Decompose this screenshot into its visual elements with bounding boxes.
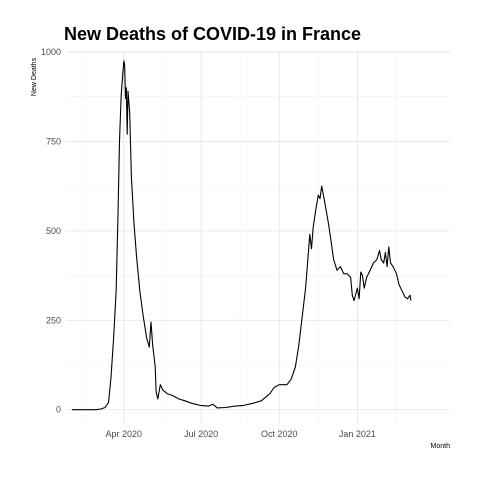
x-tick-label: Jan 2021	[339, 429, 376, 439]
chart-title: New Deaths of COVID-19 in France	[64, 24, 362, 44]
x-tick-labels: Apr 2020 Jul 2020 Oct 2020 Jan 2021	[106, 429, 376, 439]
y-tick-label: 750	[46, 136, 61, 146]
y-axis-label: New Deaths	[31, 57, 38, 96]
y-tick-labels: 0 250 500 750 1000	[41, 47, 61, 415]
x-tick-label: Apr 2020	[106, 429, 143, 439]
y-tick-label: 250	[46, 315, 61, 325]
y-tick-label: 1000	[41, 47, 61, 57]
deaths-series-line	[71, 60, 412, 411]
x-tick-label: Jul 2020	[184, 429, 218, 439]
major-gridlines	[66, 51, 450, 424]
y-tick-label: 0	[56, 405, 61, 415]
x-tick-label: Oct 2020	[261, 429, 298, 439]
series-layer	[71, 60, 412, 411]
minor-gridlines	[66, 52, 450, 424]
y-tick-label: 500	[46, 226, 61, 236]
x-axis-label: Month	[431, 443, 451, 450]
